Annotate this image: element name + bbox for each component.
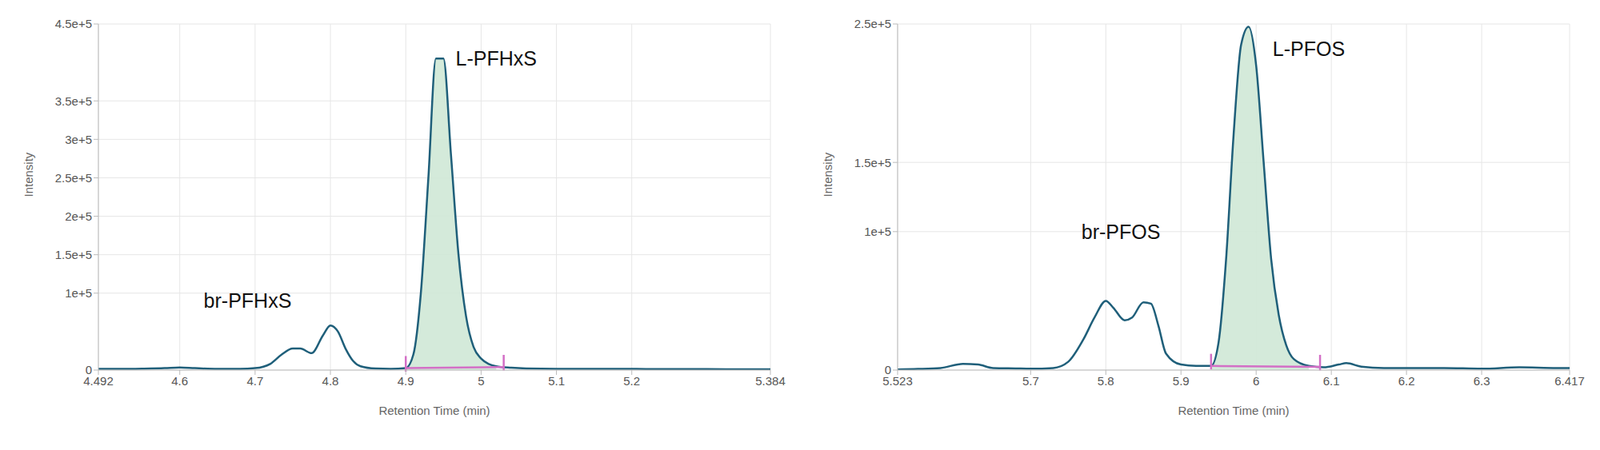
svg-text:1.5e+5: 1.5e+5 bbox=[55, 248, 92, 262]
svg-text:L-PFHxS: L-PFHxS bbox=[456, 47, 537, 70]
svg-text:2.5e+5: 2.5e+5 bbox=[854, 16, 892, 31]
svg-text:4.8: 4.8 bbox=[322, 374, 340, 388]
svg-text:5.7: 5.7 bbox=[1022, 374, 1040, 388]
svg-text:Retention Time (min): Retention Time (min) bbox=[378, 404, 490, 418]
svg-text:0: 0 bbox=[85, 363, 92, 377]
svg-text:br-PFHxS: br-PFHxS bbox=[204, 289, 292, 312]
svg-text:6.1: 6.1 bbox=[1323, 374, 1340, 388]
svg-text:Retention Time (min): Retention Time (min) bbox=[1177, 404, 1289, 418]
svg-text:1e+5: 1e+5 bbox=[864, 224, 892, 239]
svg-text:5.384: 5.384 bbox=[755, 374, 786, 388]
svg-text:2.5e+5: 2.5e+5 bbox=[55, 171, 92, 185]
svg-text:5.1: 5.1 bbox=[548, 374, 565, 388]
svg-text:5.9: 5.9 bbox=[1172, 374, 1190, 388]
svg-text:4.7: 4.7 bbox=[246, 374, 264, 388]
svg-text:5.8: 5.8 bbox=[1097, 374, 1115, 388]
svg-text:5: 5 bbox=[477, 374, 484, 388]
svg-text:6.2: 6.2 bbox=[1398, 374, 1416, 388]
svg-text:br-PFOS: br-PFOS bbox=[1081, 220, 1161, 244]
svg-text:6: 6 bbox=[1252, 374, 1260, 388]
svg-text:1e+5: 1e+5 bbox=[64, 286, 92, 300]
svg-text:Intensity: Intensity bbox=[21, 152, 36, 197]
svg-text:6.3: 6.3 bbox=[1473, 374, 1491, 388]
svg-text:L-PFOS: L-PFOS bbox=[1272, 37, 1345, 60]
svg-text:4.6: 4.6 bbox=[171, 374, 188, 388]
svg-text:Intensity: Intensity bbox=[820, 152, 835, 197]
svg-text:3.5e+5: 3.5e+5 bbox=[55, 94, 92, 108]
svg-text:5.2: 5.2 bbox=[623, 374, 640, 388]
svg-text:4.492: 4.492 bbox=[83, 374, 114, 388]
svg-text:6.417: 6.417 bbox=[1554, 374, 1585, 388]
svg-text:4.5e+5: 4.5e+5 bbox=[55, 16, 92, 31]
svg-text:0: 0 bbox=[884, 363, 892, 377]
svg-text:5.523: 5.523 bbox=[882, 374, 913, 388]
svg-text:1.5e+5: 1.5e+5 bbox=[854, 156, 892, 170]
svg-text:2e+5: 2e+5 bbox=[64, 209, 92, 224]
svg-text:4.9: 4.9 bbox=[397, 374, 415, 388]
svg-text:3e+5: 3e+5 bbox=[64, 132, 92, 147]
